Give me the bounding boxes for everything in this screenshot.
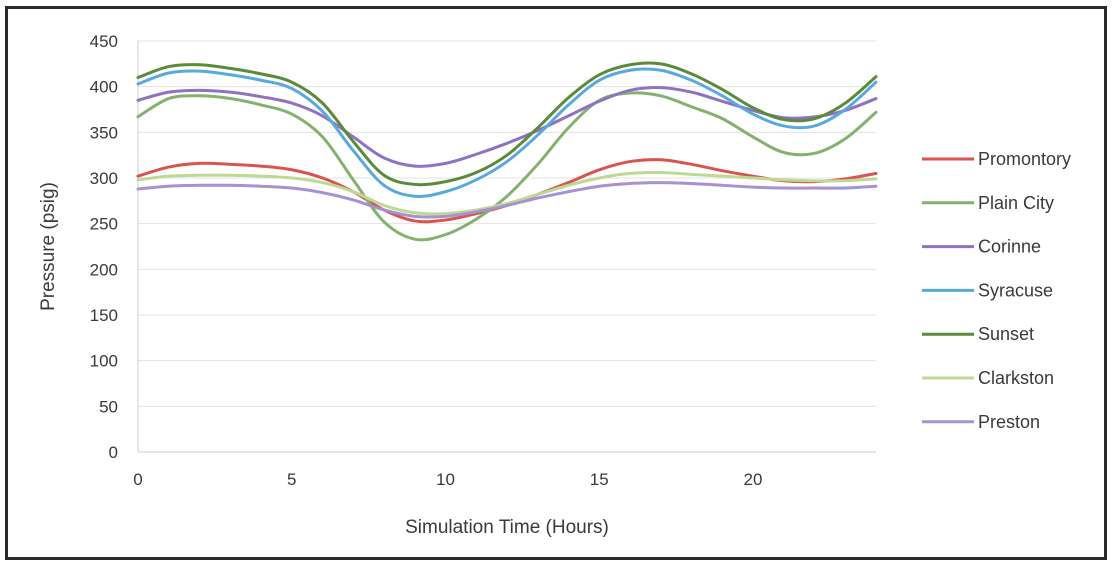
series-lines bbox=[136, 61, 878, 242]
tick-labels: 0 50 100 150 200 250 300 350 400 450 0 5 10 15 20 bbox=[90, 32, 763, 489]
legend-label-clarkston: Clarkston bbox=[978, 368, 1054, 388]
series-line-clarkston bbox=[136, 170, 878, 216]
gridlines bbox=[138, 40, 876, 407]
legend-label-syracuse: Syracuse bbox=[978, 280, 1053, 300]
x-tick-label: 10 bbox=[436, 470, 455, 489]
series-line-plain-city bbox=[136, 91, 878, 242]
legend: Promontory Plain City Corinne Syracuse Sunse… bbox=[922, 149, 1071, 432]
legend-label-plain-city: Plain City bbox=[978, 193, 1054, 213]
series-line-preston bbox=[136, 181, 878, 219]
chart-frame: 0 50 100 150 200 250 300 350 400 450 0 5 10 15 20 Simu… bbox=[5, 6, 1107, 560]
y-tick-label: 400 bbox=[90, 78, 118, 97]
x-tick-label: 20 bbox=[744, 470, 763, 489]
series-line-corinne bbox=[136, 86, 878, 168]
pressure-line-chart: 0 50 100 150 200 250 300 350 400 450 0 5 10 15 20 Simu… bbox=[38, 32, 1071, 538]
y-tick-label: 300 bbox=[90, 169, 118, 188]
y-tick-label: 100 bbox=[90, 352, 118, 371]
legend-label-sunset: Sunset bbox=[978, 324, 1034, 344]
legend-label-promontory: Promontory bbox=[978, 149, 1071, 169]
x-tick-label: 0 bbox=[133, 470, 142, 489]
x-axis-title: Simulation Time (Hours) bbox=[405, 517, 609, 538]
y-tick-label: 50 bbox=[99, 397, 118, 416]
y-tick-label: 250 bbox=[90, 215, 118, 234]
y-tick-label: 150 bbox=[90, 306, 118, 325]
y-tick-label: 450 bbox=[90, 32, 118, 51]
series-line-syracuse bbox=[136, 67, 878, 198]
y-tick-label: 200 bbox=[90, 260, 118, 279]
legend-label-corinne: Corinne bbox=[978, 237, 1041, 257]
series-line-sunset bbox=[136, 61, 878, 187]
y-tick-label: 0 bbox=[109, 443, 118, 462]
legend-label-preston: Preston bbox=[978, 412, 1040, 432]
y-tick-label: 350 bbox=[90, 123, 118, 142]
x-tick-label: 15 bbox=[590, 470, 609, 489]
y-axis-title: Pressure (psig) bbox=[38, 182, 59, 311]
axes bbox=[137, 41, 876, 453]
x-tick-label: 5 bbox=[287, 470, 296, 489]
series-line-promontory bbox=[136, 158, 878, 224]
